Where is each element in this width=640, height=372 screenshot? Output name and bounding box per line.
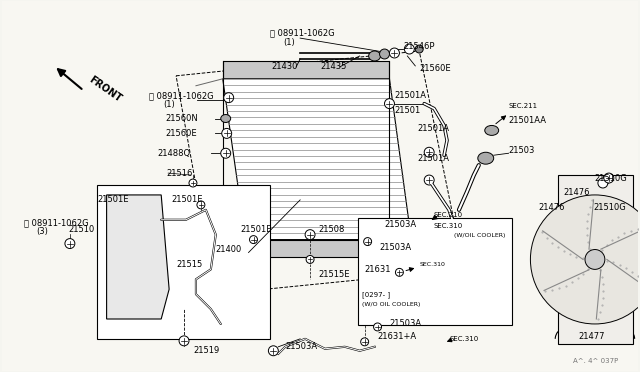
Text: SEC.211: SEC.211 xyxy=(509,103,538,109)
Ellipse shape xyxy=(374,323,381,331)
Text: FRONT: FRONT xyxy=(87,74,123,103)
Text: ⓝ 08911-1062G: ⓝ 08911-1062G xyxy=(149,91,214,100)
Ellipse shape xyxy=(179,336,189,346)
Text: 21519: 21519 xyxy=(193,346,220,355)
Ellipse shape xyxy=(224,93,234,103)
Text: 21501E: 21501E xyxy=(98,195,129,204)
Text: ⓝ 08911-1062G: ⓝ 08911-1062G xyxy=(270,29,335,38)
Text: 21430: 21430 xyxy=(271,62,298,71)
Text: 21503A: 21503A xyxy=(285,342,317,351)
Ellipse shape xyxy=(415,45,423,53)
Polygon shape xyxy=(223,61,390,79)
Text: 21476: 21476 xyxy=(563,189,589,198)
Text: (3): (3) xyxy=(36,227,48,236)
Ellipse shape xyxy=(598,178,608,188)
Ellipse shape xyxy=(478,152,493,164)
Text: SEC.210: SEC.210 xyxy=(433,212,462,218)
Text: (W/OIL COOLER): (W/OIL COOLER) xyxy=(454,233,506,238)
Ellipse shape xyxy=(424,147,434,157)
Ellipse shape xyxy=(65,238,75,248)
Text: (W/O OIL COOLER): (W/O OIL COOLER) xyxy=(362,302,420,307)
Ellipse shape xyxy=(221,148,230,158)
Text: 21501A: 21501A xyxy=(417,154,449,163)
Text: 21435: 21435 xyxy=(320,62,346,71)
Text: 21510G: 21510G xyxy=(594,174,627,183)
Text: 21510: 21510 xyxy=(69,225,95,234)
Ellipse shape xyxy=(250,235,257,244)
Text: ⓝ 08911-1062G: ⓝ 08911-1062G xyxy=(24,218,89,227)
Ellipse shape xyxy=(385,99,394,109)
Text: 21560N: 21560N xyxy=(165,114,198,123)
Ellipse shape xyxy=(305,230,315,240)
Ellipse shape xyxy=(396,268,403,276)
Ellipse shape xyxy=(221,128,232,138)
Text: 21488Q: 21488Q xyxy=(157,149,190,158)
Text: SEC.310: SEC.310 xyxy=(433,223,462,229)
Text: 21560E: 21560E xyxy=(419,64,451,73)
Ellipse shape xyxy=(390,48,399,58)
Ellipse shape xyxy=(306,256,314,263)
Text: 21560E: 21560E xyxy=(165,129,196,138)
Text: 21501E: 21501E xyxy=(241,225,272,234)
Text: 21477: 21477 xyxy=(578,332,605,341)
Ellipse shape xyxy=(221,115,230,122)
Ellipse shape xyxy=(369,51,381,61)
Polygon shape xyxy=(223,79,412,240)
Ellipse shape xyxy=(484,125,499,135)
Text: [0297- ]: [0297- ] xyxy=(362,291,390,298)
Text: A^. 4^ 037P: A^. 4^ 037P xyxy=(573,358,618,364)
Text: SEC.310: SEC.310 xyxy=(449,336,478,342)
Polygon shape xyxy=(246,240,412,257)
Ellipse shape xyxy=(380,49,390,59)
Ellipse shape xyxy=(361,338,369,346)
Bar xyxy=(358,218,511,325)
Text: 21501A: 21501A xyxy=(394,91,426,100)
Text: 21515: 21515 xyxy=(176,260,202,269)
Text: 21503A: 21503A xyxy=(385,220,417,229)
Ellipse shape xyxy=(604,173,614,183)
Text: 21503: 21503 xyxy=(509,146,535,155)
Text: 21508: 21508 xyxy=(318,225,344,234)
Bar xyxy=(558,175,633,344)
Text: (1): (1) xyxy=(163,100,175,109)
Text: 21501: 21501 xyxy=(394,106,420,115)
Text: 21631: 21631 xyxy=(365,265,391,274)
Text: 21510G: 21510G xyxy=(593,203,626,212)
Text: 21515E: 21515E xyxy=(318,270,349,279)
Ellipse shape xyxy=(189,179,197,187)
Ellipse shape xyxy=(404,44,414,54)
Text: 21501AA: 21501AA xyxy=(509,116,547,125)
Text: 21503A: 21503A xyxy=(380,243,412,252)
Ellipse shape xyxy=(268,346,278,356)
Text: 21501A: 21501A xyxy=(417,124,449,133)
Circle shape xyxy=(531,195,640,324)
Text: 21503A: 21503A xyxy=(390,320,422,328)
Ellipse shape xyxy=(197,201,205,209)
Text: 21400: 21400 xyxy=(216,245,242,254)
Text: 21546P: 21546P xyxy=(403,42,435,51)
Ellipse shape xyxy=(424,175,434,185)
Ellipse shape xyxy=(364,238,372,246)
Circle shape xyxy=(585,250,605,269)
Text: (1): (1) xyxy=(284,38,295,46)
Text: 21476: 21476 xyxy=(538,203,565,212)
Text: SEC.310: SEC.310 xyxy=(419,262,445,267)
Polygon shape xyxy=(107,195,169,319)
Text: 21516: 21516 xyxy=(166,169,193,177)
Text: 21631+A: 21631+A xyxy=(378,332,417,341)
Text: 21501E: 21501E xyxy=(171,195,203,204)
Bar xyxy=(97,185,270,339)
